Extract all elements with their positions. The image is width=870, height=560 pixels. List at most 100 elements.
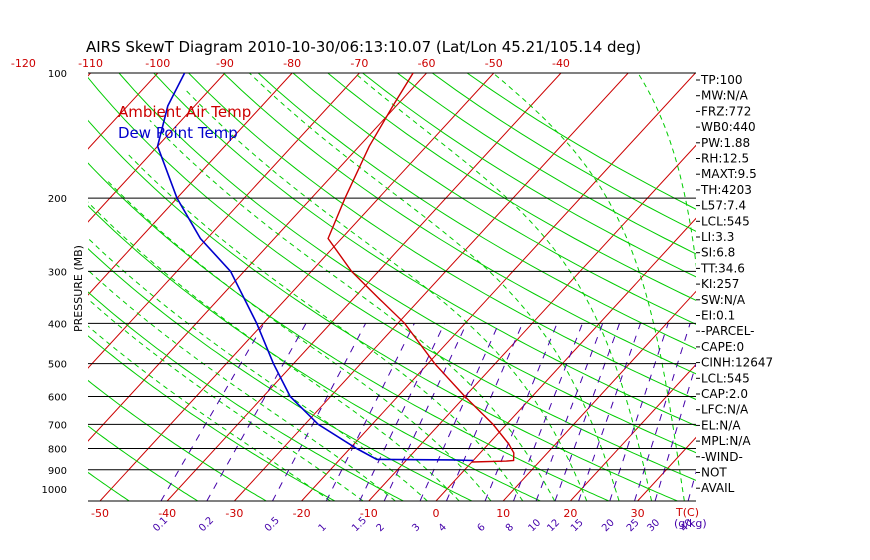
index-value: EI:0.1 [701,309,735,323]
top-temp-tick-label: -110 [78,57,103,70]
isotherm-line [502,290,696,501]
dry-adiabat-line [88,291,404,501]
index-value: TP:100 [700,73,743,87]
isotherm-line [166,73,562,501]
top-temp-tick-label: -80 [283,57,301,70]
pressure-tick-label: 700 [48,420,67,431]
y-axis-label: PRESSURE (MB) [72,245,85,332]
mixing-ratio-line [535,323,604,501]
top-temp-tick-label: -60 [418,57,436,70]
dry-adiabat-line [88,335,336,501]
dry-adiabat-line [188,73,696,401]
bottom-temp-tick-label: -20 [293,507,311,520]
isotherm-line [88,73,226,223]
dry-adiabat-line [88,162,610,501]
index-value: MPL:N/A [701,434,751,448]
bottom-temp-tick-label: -40 [158,507,176,520]
text-layer: AIRS SkewT Diagram 2010-10-30/06:13:10.0… [72,38,707,530]
pressure-tick-label: 1000 [42,485,67,496]
moist-adiabat-line [88,201,460,501]
bottom-temp-tick-label: -50 [91,507,109,520]
dry-adiabat-line [118,73,696,454]
moist-adiabat-line [88,325,331,501]
pressure-tick-label: 300 [48,267,67,278]
pressure-tick-label: 600 [48,393,67,404]
pressure-tick-label: 500 [48,360,67,371]
moist-adiabat-line [637,73,696,268]
dry-adiabat-line [88,379,267,501]
mixing-ratio-line [272,323,367,501]
mixing-ratio-line [325,323,415,501]
top-temp-tick-label: -120 [11,57,36,70]
index-value: TT:34.6 [700,261,745,275]
index-value: KI:257 [701,277,739,291]
mixing-ratio-line [654,362,696,501]
index-value: SW:N/A [701,293,746,307]
index-value: CINH:12647 [701,356,773,370]
index-value: FRZ:772 [701,104,751,118]
pressure-tick-label: 400 [48,319,67,330]
dry-adiabat-line [88,248,473,501]
dry-adiabat-line [327,73,696,301]
mixing-ratio-line [359,323,445,501]
index-value: -PARCEL- [701,324,755,338]
index-value: LCL:545 [701,371,750,385]
index-value: WB0:440 [701,120,756,134]
dry-adiabat-line [362,73,696,278]
isotherm-line [88,73,360,369]
index-value: NOT [701,466,727,480]
index-value: CAPE:0 [701,340,744,354]
dry-adiabat-line [397,73,696,255]
moist-adiabat-line [354,73,653,501]
index-value: SI:6.8 [701,246,735,260]
bottom-temp-tick-label: -30 [225,507,243,520]
dry-adiabat-line [153,73,696,427]
moist-adiabat-line [492,73,685,501]
grid-layer [88,73,696,501]
mixing-ratio-line [484,323,558,501]
bottom-temp-tick-label: 30 [631,507,645,520]
moist-adiabat-line [88,298,364,501]
index-value: EL:N/A [701,418,741,432]
mixing-ratio-unit-label: (g/kg) [674,517,707,530]
mixing-ratio-line [383,323,468,501]
index-value: PW:1.88 [701,136,750,150]
moist-adiabat-line [185,89,588,501]
mixing-ratio-line [634,323,691,501]
bottom-temp-tick-label: 10 [496,507,510,520]
moist-adiabat-line [88,237,428,501]
dry-adiabat-line [257,73,696,350]
mixing-ratio-line [609,323,669,501]
trace-layer [156,73,515,463]
index-value: LFC:N/A [701,403,749,417]
pressure-tick-label: 900 [48,466,67,477]
isotherm-line [234,73,629,501]
dry-adiabat-line [88,76,696,481]
pressure-gridlines [88,72,696,502]
legend-dew-point-temp: Dew Point Temp [118,124,238,142]
dew-point-trace [156,73,474,462]
index-value: TH:4203 [700,183,752,197]
dry-adiabat-line [223,73,696,375]
mixing-ratio-line [578,323,641,501]
moist-adiabat-line [249,73,620,501]
ambient-temp-trace [327,73,515,463]
top-temp-tick-label: -40 [552,57,570,70]
bottom-temp-tick-label: 0 [433,507,440,520]
pressure-tick-label: 200 [48,194,67,205]
mixing-ratio-line [160,323,265,501]
isotherm-line [88,73,159,150]
legend-ambient-air-temp: Ambient Air Temp [118,103,251,121]
dry-adiabat-line [88,425,199,501]
isotherm-line [570,363,696,501]
isotherm-line [99,73,495,501]
top-temp-tick-label: -90 [216,57,234,70]
bottom-temp-tick-label: -10 [360,507,378,520]
moist-adiabat-line [88,269,396,501]
index-value: AVAIL [701,481,735,495]
top-temp-tick-label: -50 [485,57,503,70]
isotherm-line [435,217,696,501]
index-value: MW:N/A [701,89,749,103]
